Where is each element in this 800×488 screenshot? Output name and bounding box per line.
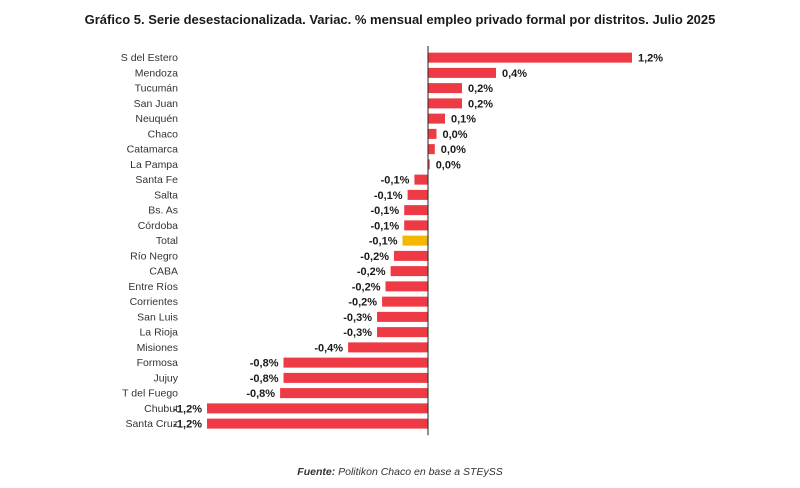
bar bbox=[404, 220, 428, 231]
category-label: Santa Cruz bbox=[125, 418, 178, 430]
source-note: Fuente: Politikon Chaco en base a STEySS bbox=[0, 466, 800, 478]
category-label: Córdoba bbox=[138, 220, 178, 232]
category-label: Salta bbox=[154, 189, 178, 201]
data-label: -0,1% bbox=[370, 220, 399, 232]
bar bbox=[428, 144, 435, 155]
category-label: Jujuy bbox=[153, 372, 178, 384]
data-label: 0,2% bbox=[468, 83, 493, 95]
bar bbox=[377, 327, 428, 338]
bar bbox=[428, 159, 430, 170]
category-label: T del Fuego bbox=[122, 388, 178, 400]
bar bbox=[207, 418, 428, 429]
bar bbox=[414, 174, 428, 185]
category-label: Chubut bbox=[144, 403, 178, 415]
bar bbox=[283, 357, 428, 368]
data-label: 0,0% bbox=[441, 144, 466, 156]
data-label: 0,0% bbox=[436, 159, 461, 171]
category-label: CABA bbox=[149, 266, 178, 278]
category-label: Neuquén bbox=[135, 113, 178, 125]
data-label: -0,2% bbox=[348, 297, 377, 309]
data-label: -0,8% bbox=[250, 358, 279, 370]
category-label: Mendoza bbox=[135, 67, 178, 79]
data-label: -0,2% bbox=[352, 281, 381, 293]
category-label: Corrientes bbox=[130, 296, 178, 308]
data-label: -0,3% bbox=[343, 312, 372, 324]
data-label: -1,2% bbox=[173, 403, 202, 415]
source-prefix: Fuente: bbox=[297, 466, 336, 478]
data-label: 0,0% bbox=[443, 129, 468, 141]
data-label: -0,1% bbox=[370, 205, 399, 217]
bar bbox=[394, 250, 428, 261]
bar bbox=[382, 296, 428, 307]
data-label: 0,2% bbox=[468, 98, 493, 110]
data-label: -0,1% bbox=[369, 236, 398, 248]
data-label: -0,1% bbox=[381, 175, 410, 187]
category-label: Santa Fe bbox=[135, 174, 178, 186]
bar bbox=[428, 98, 462, 109]
bar bbox=[428, 67, 496, 78]
bar bbox=[428, 128, 437, 139]
bar bbox=[407, 189, 428, 200]
category-label: Catamarca bbox=[127, 144, 179, 156]
bar bbox=[428, 52, 632, 63]
data-label: -1,2% bbox=[173, 419, 202, 431]
bar bbox=[377, 311, 428, 322]
data-label: -0,4% bbox=[314, 342, 343, 354]
bar bbox=[385, 281, 428, 292]
bar bbox=[390, 266, 428, 277]
data-label: -0,1% bbox=[374, 190, 403, 202]
category-label: Entre Ríos bbox=[128, 281, 178, 293]
category-label: San Juan bbox=[134, 98, 179, 110]
bar bbox=[348, 342, 428, 353]
category-label: Chaco bbox=[148, 128, 179, 140]
data-label: 1,2% bbox=[638, 53, 663, 65]
data-label: -0,2% bbox=[360, 251, 389, 263]
category-label: San Luis bbox=[137, 311, 178, 323]
category-label: La Rioja bbox=[139, 327, 178, 339]
bar bbox=[428, 113, 445, 124]
category-label: Misiones bbox=[137, 342, 178, 354]
category-label: Formosa bbox=[137, 357, 179, 369]
category-label: Bs. As bbox=[148, 205, 178, 217]
source-text: Politikon Chaco en base a STEySS bbox=[335, 466, 503, 478]
data-label: -0,3% bbox=[343, 327, 372, 339]
data-label: -0,8% bbox=[250, 373, 279, 385]
category-label: S del Estero bbox=[121, 52, 178, 64]
bar bbox=[280, 388, 428, 399]
bar bbox=[207, 403, 428, 414]
data-label: -0,8% bbox=[246, 388, 275, 400]
data-label: 0,1% bbox=[451, 114, 476, 126]
bar bbox=[402, 235, 428, 246]
data-label: 0,4% bbox=[502, 68, 527, 80]
category-label: La Pampa bbox=[130, 159, 178, 171]
bar bbox=[283, 372, 428, 383]
chart-title: Gráfico 5. Serie desestacionalizada. Var… bbox=[84, 12, 716, 27]
category-label: Tucumán bbox=[135, 83, 179, 95]
bar bbox=[428, 83, 462, 94]
category-label: Río Negro bbox=[130, 250, 178, 262]
data-label: -0,2% bbox=[357, 266, 386, 278]
category-label: Total bbox=[156, 235, 178, 247]
bar bbox=[404, 205, 428, 216]
